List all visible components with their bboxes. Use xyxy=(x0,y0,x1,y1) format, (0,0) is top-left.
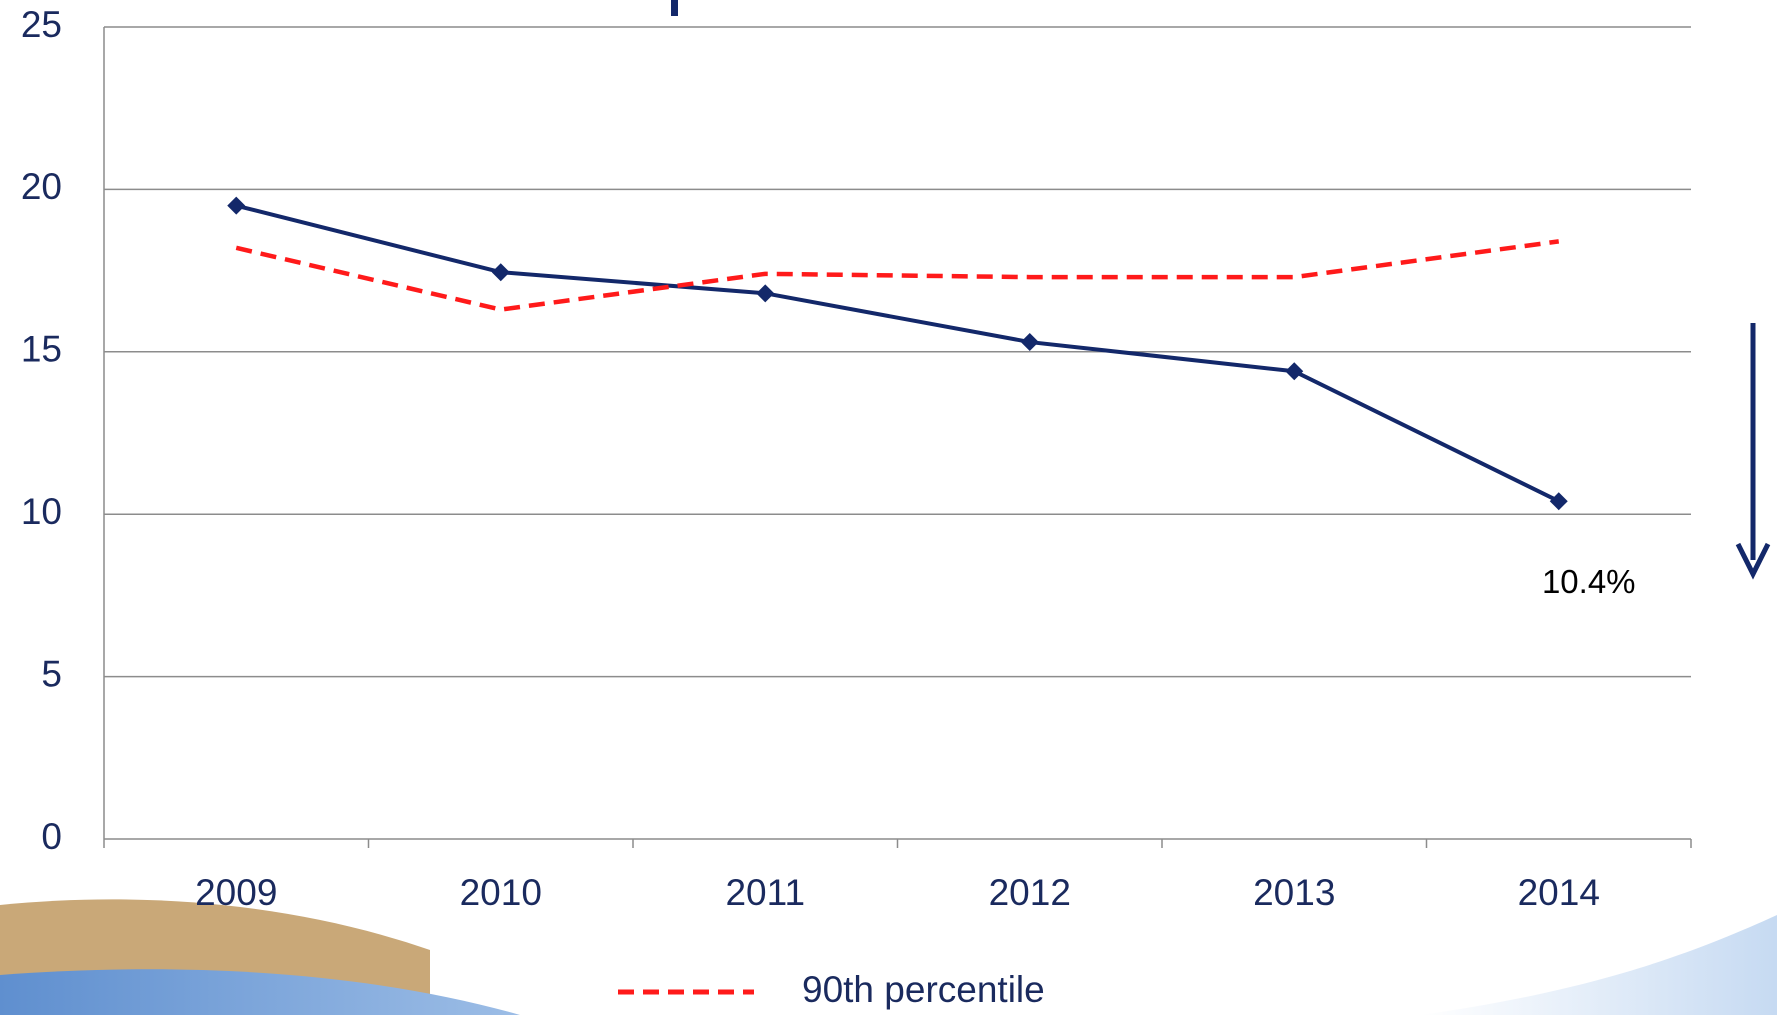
point-marker xyxy=(1020,333,1039,352)
x-tick-label: 2010 xyxy=(460,872,542,913)
series-line xyxy=(235,203,1560,504)
y-tick-label: 10 xyxy=(21,491,62,532)
decor-bar xyxy=(671,0,678,16)
point-marker xyxy=(1285,362,1304,381)
x-tick-label: 2013 xyxy=(1253,872,1335,913)
data-label: 10.4% xyxy=(1542,563,1636,600)
plot-area: 0 5 10 15 20 25 2009 2010 2011 2012 2013 2014 10.4% 9… xyxy=(21,4,1692,1010)
background-wave xyxy=(0,969,520,1015)
x-tick-label: 2014 xyxy=(1518,872,1600,913)
point-marker xyxy=(1549,492,1568,511)
y-tick-label: 5 xyxy=(41,653,62,694)
x-tick-label: 2011 xyxy=(725,872,805,913)
y-tick-label: 0 xyxy=(41,816,62,857)
point-marker xyxy=(491,263,510,282)
y-tick-label: 15 xyxy=(21,329,62,370)
legend-label: 90th percentile xyxy=(802,969,1045,1010)
point-marker xyxy=(227,196,246,215)
y-tick-label: 20 xyxy=(21,166,62,207)
background-wave xyxy=(1420,915,1777,1015)
x-tick-label: 2009 xyxy=(195,872,277,913)
point-marker xyxy=(756,284,775,303)
series-line xyxy=(235,239,1560,312)
x-tick-label: 2012 xyxy=(989,872,1071,913)
y-tick-label: 25 xyxy=(21,4,62,45)
trend-arrow-head xyxy=(1735,542,1771,580)
